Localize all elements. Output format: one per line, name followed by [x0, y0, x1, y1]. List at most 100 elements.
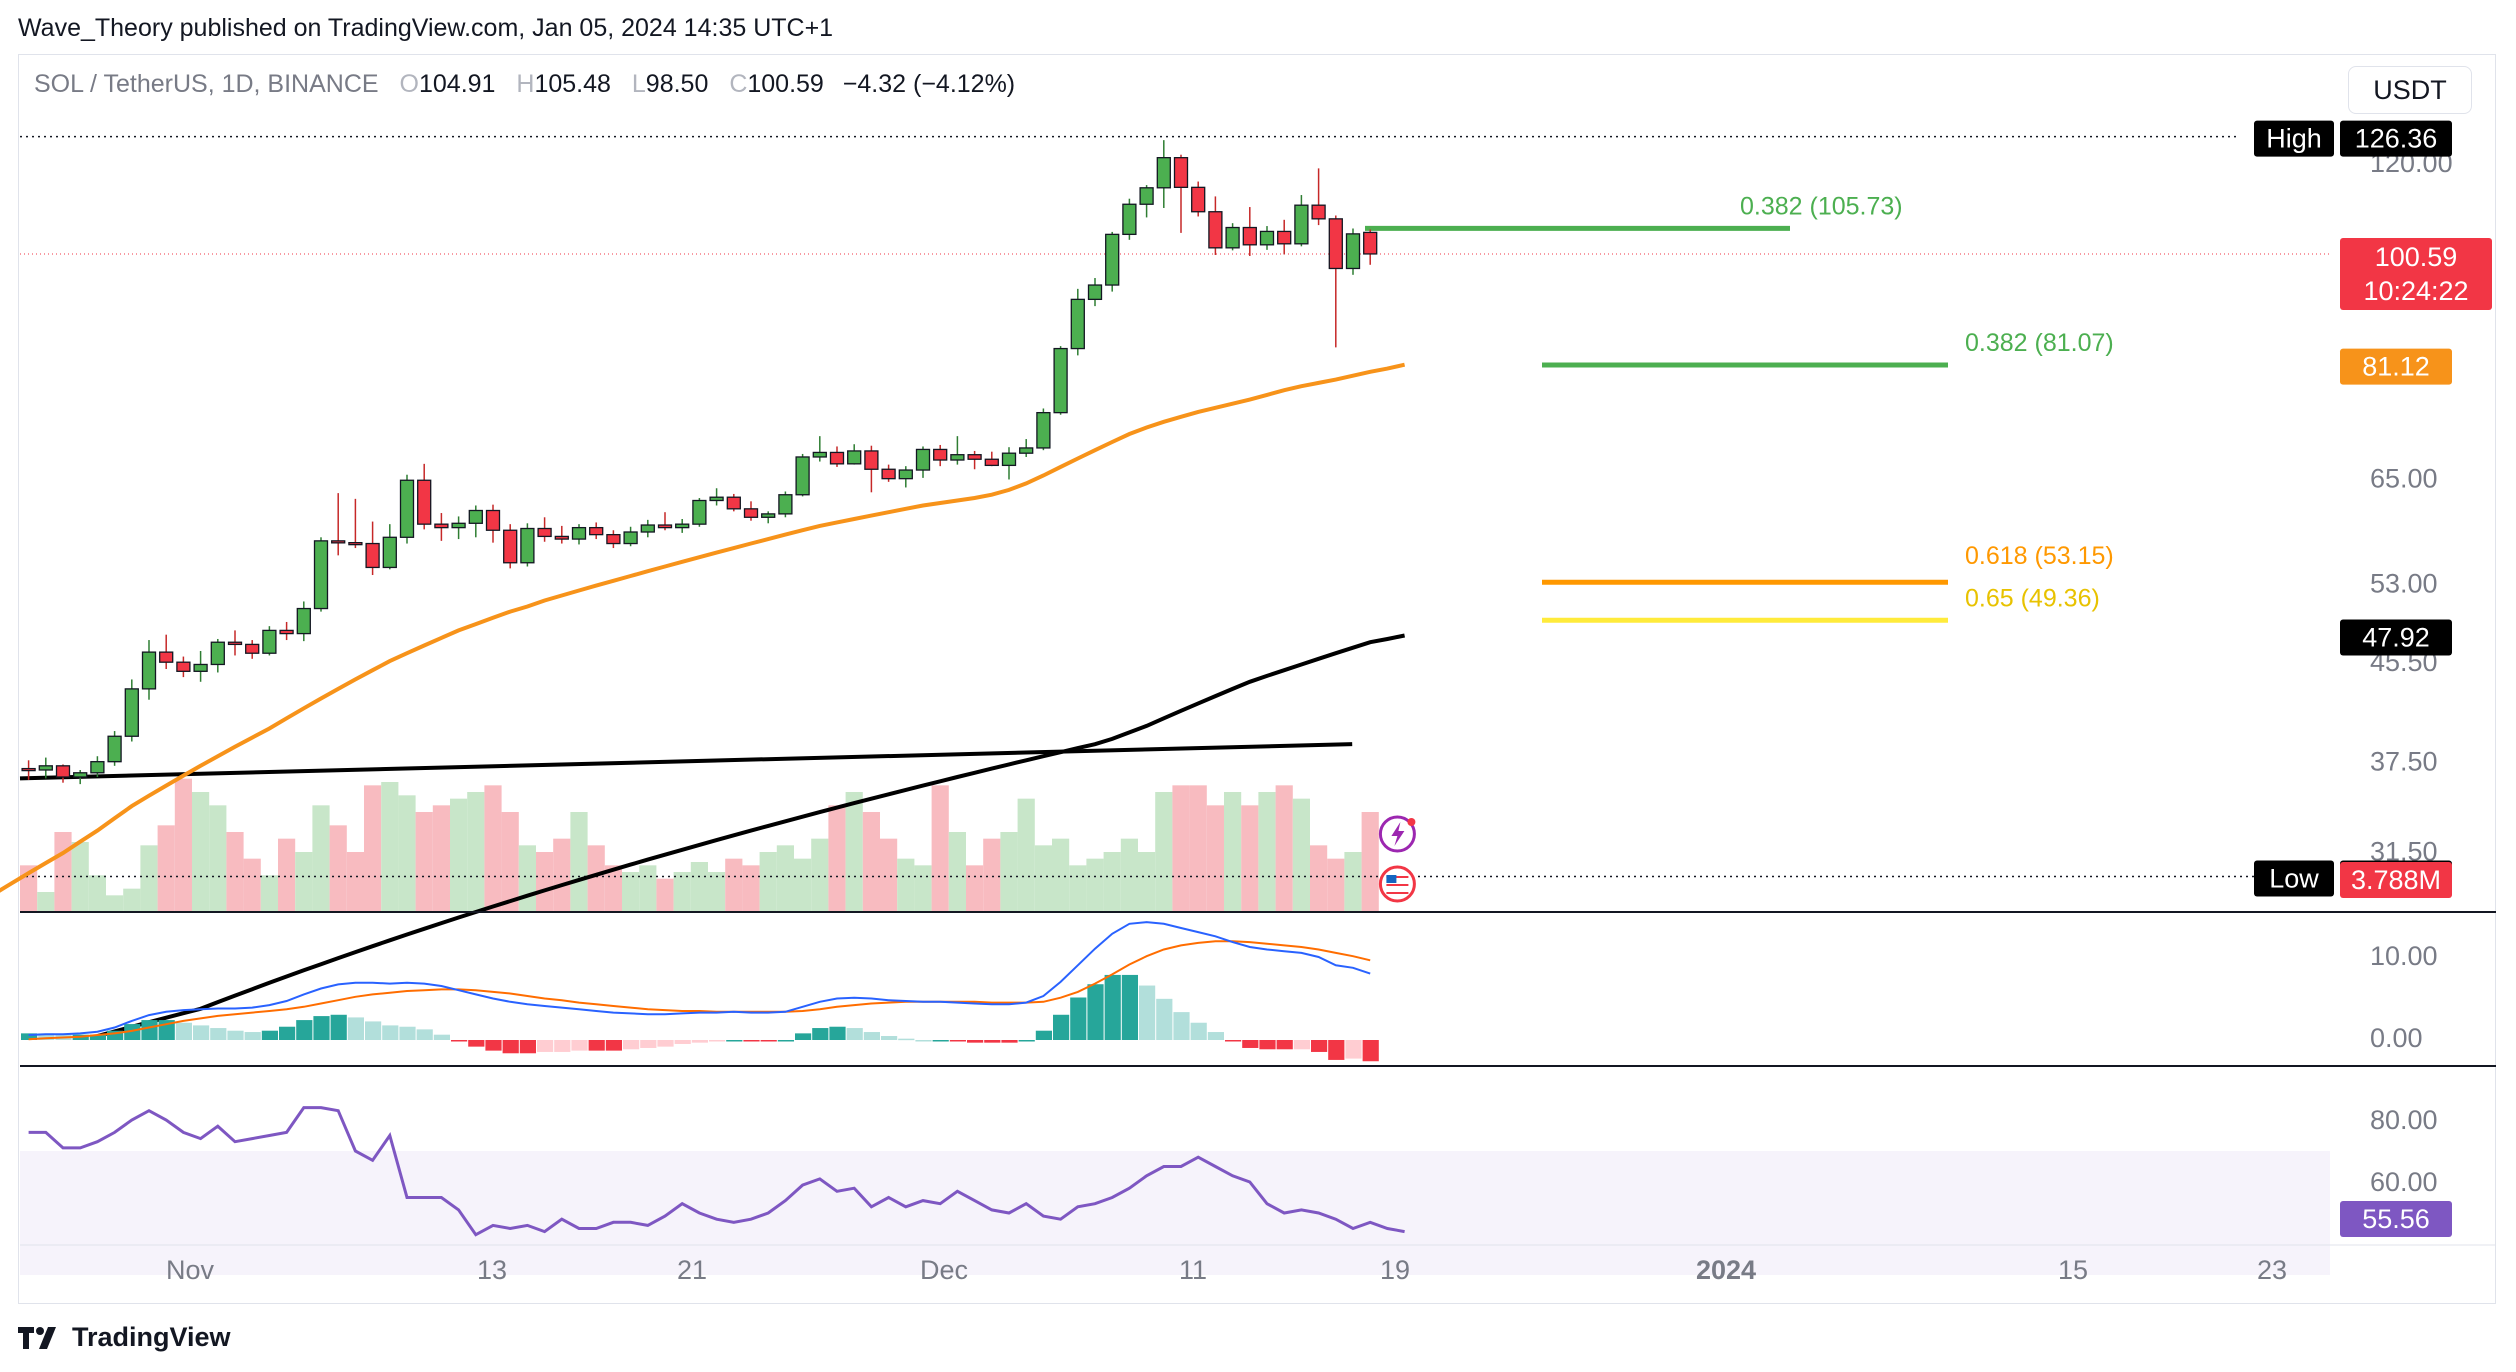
macd-histogram-bar [1087, 984, 1104, 1040]
chart-frame[interactable] [18, 54, 2496, 1304]
candle-down [1277, 230, 1292, 245]
candle-down [55, 765, 71, 778]
candle [623, 526, 638, 547]
candle [313, 537, 329, 612]
volume-bar [1103, 852, 1121, 912]
volume-bar [174, 778, 192, 912]
candle-up [262, 629, 277, 654]
macd-histogram-bar [691, 1040, 708, 1043]
volume-bar [432, 805, 450, 912]
candle [107, 731, 122, 766]
candle-down [1311, 204, 1326, 220]
volume-bar [690, 862, 708, 912]
symbol-info[interactable]: SOL / TetherUS, 1D, BINANCE [34, 70, 379, 98]
macd-histogram-bar [193, 1025, 210, 1040]
candle [38, 757, 53, 779]
tradingview-brand: TradingView [72, 1322, 231, 1352]
macd-histogram-bar [365, 1021, 382, 1040]
close-label: C [729, 70, 748, 98]
candle [141, 640, 157, 700]
macd-histogram-bar [674, 1040, 691, 1044]
volume-bar [346, 852, 364, 912]
candle-down [606, 533, 621, 545]
fib-level-label: 0.65 (49.36) [1965, 584, 2100, 612]
volume-bar [37, 892, 55, 912]
candle [915, 446, 931, 478]
volume-bar [673, 872, 691, 912]
volume-bar [725, 858, 743, 912]
candle [1311, 168, 1326, 226]
candle [1345, 228, 1361, 275]
macd-histogram-bar [726, 1040, 743, 1042]
macd-histogram-bar [1259, 1040, 1276, 1050]
macd-histogram-bar [502, 1040, 519, 1054]
macd-histogram-bar [124, 1024, 141, 1040]
candle [55, 764, 71, 783]
volume-bar [811, 838, 829, 912]
publisher-line: Wave_Theory published on TradingView.com… [18, 14, 834, 42]
candle [1036, 408, 1051, 451]
macd-histogram-bar [1293, 1040, 1310, 1050]
macd-histogram-bar [261, 1030, 278, 1040]
macd-histogram-bar [898, 1038, 915, 1041]
candle [1328, 215, 1343, 348]
candle [589, 522, 604, 540]
volume-bar [192, 792, 210, 912]
candle-down [537, 527, 552, 538]
candle [1294, 195, 1309, 247]
macd-histogram-bar [846, 1028, 863, 1040]
volume-bar [914, 865, 932, 912]
candle-down [176, 661, 191, 672]
candle [279, 621, 294, 641]
macd-histogram-bar [347, 1017, 364, 1040]
us-flag-stripe [1386, 884, 1409, 886]
macd-histogram-bar [623, 1040, 640, 1050]
volume-bar [381, 782, 399, 912]
candle [451, 516, 466, 540]
macd-axis-tick: 0.00 [2370, 1023, 2423, 1053]
macd-histogram-bar [1207, 1032, 1224, 1040]
candle-up [1001, 452, 1017, 467]
volume-bar [1224, 792, 1242, 912]
candle [984, 451, 999, 467]
candle [21, 760, 36, 780]
volume-bar [948, 832, 966, 912]
macd-histogram-bar [932, 1040, 949, 1042]
price-axis-tick: 37.50 [2370, 747, 2438, 777]
macd-histogram-bar [1139, 985, 1156, 1040]
macd-histogram-bar [657, 1040, 674, 1047]
time-axis-tick: Nov [166, 1255, 215, 1285]
candle-down [434, 523, 449, 529]
candle-up [778, 494, 793, 515]
candle-up [1105, 233, 1120, 286]
candle [1001, 447, 1017, 480]
candle [1087, 278, 1103, 307]
macd-histogram-bar [863, 1032, 880, 1040]
flash-event-icon [1378, 815, 1416, 853]
currency-selector[interactable]: USDT [2348, 66, 2472, 114]
candle-down [864, 450, 879, 470]
volume-badge: 3.788M [2340, 862, 2452, 898]
symbol-legend: SOL / TetherUS, 1D, BINANCE O104.91 H105… [34, 70, 1015, 99]
candle [485, 504, 501, 543]
macd-histogram-bar [915, 1040, 932, 1042]
candle [726, 493, 741, 512]
candle [176, 656, 191, 678]
low-badge-label: Low [2269, 864, 2319, 894]
macd-histogram-bar [313, 1016, 330, 1040]
macd-histogram-bar [1328, 1040, 1345, 1060]
candle [950, 436, 965, 465]
macd-histogram-bar [1173, 1012, 1190, 1040]
volume-bar [794, 858, 812, 912]
candle-up [38, 765, 53, 771]
candle-up [141, 651, 157, 690]
macd-histogram-bar [760, 1040, 777, 1042]
macd-histogram-bar [175, 1022, 192, 1040]
candle-up [915, 448, 931, 471]
candle [227, 630, 243, 656]
macd-histogram-bar [382, 1025, 399, 1040]
candle-up [1294, 204, 1309, 245]
volume-bar [157, 825, 175, 912]
candle-up [812, 451, 827, 458]
